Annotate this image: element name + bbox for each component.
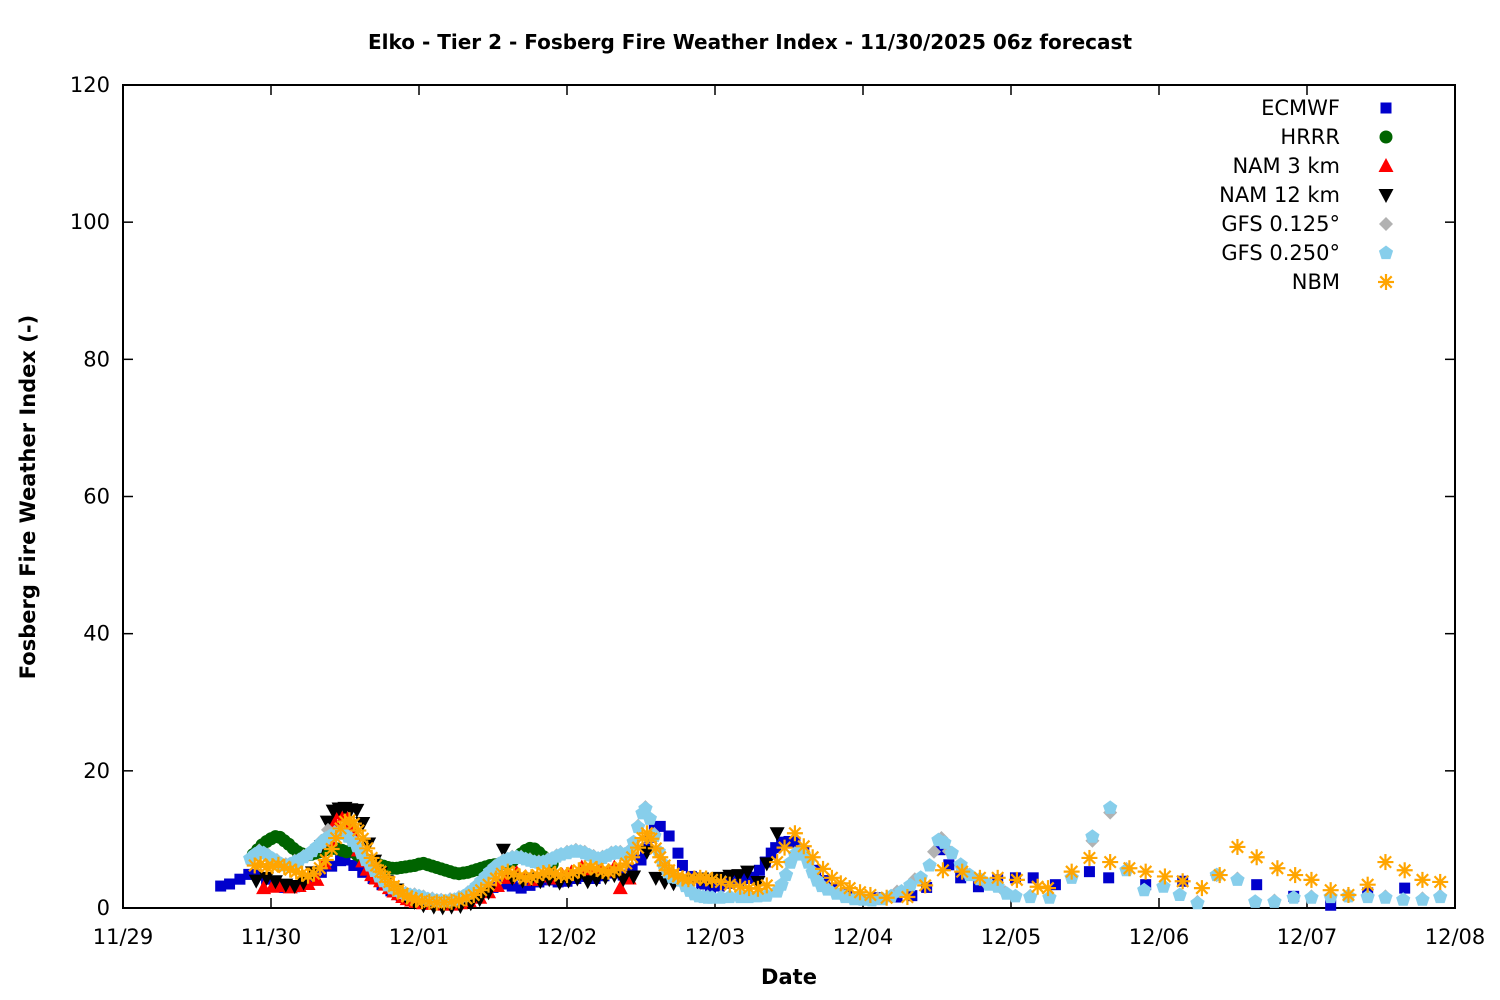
legend-marker-nam-3-km-icon: [1378, 158, 1394, 172]
legend-label-nam-3-km: NAM 3 km: [1232, 154, 1340, 178]
legend-marker-gfs-0-125-icon: [1379, 217, 1393, 231]
legend-marker-hrrr-icon: [1379, 130, 1393, 144]
y-tick-label: 120: [70, 73, 110, 97]
legend-label-gfs-0-250: GFS 0.250°: [1221, 241, 1340, 265]
y-tick-label: 100: [70, 210, 110, 234]
legend-item-nbm: NBM: [1292, 270, 1394, 294]
legend-item-gfs-0-125: GFS 0.125°: [1221, 212, 1393, 236]
legend-label-nbm: NBM: [1292, 270, 1340, 294]
legend-item-gfs-0-250: GFS 0.250°: [1221, 241, 1394, 265]
legend-item-nam-3-km: NAM 3 km: [1232, 154, 1394, 178]
y-tick-label: 20: [83, 759, 110, 783]
x-tick-label: 12/06: [1129, 925, 1190, 949]
x-tick-label: 12/05: [981, 925, 1042, 949]
plot-border: [122, 84, 1456, 909]
y-tick-label: 0: [97, 896, 110, 920]
x-tick-label: 12/02: [537, 925, 598, 949]
legend-item-hrrr: HRRR: [1280, 125, 1393, 149]
x-tick-label: 11/29: [93, 925, 154, 949]
chart-title: Elko - Tier 2 - Fosberg Fire Weather Ind…: [367, 30, 1132, 54]
legend-label-gfs-0-125: GFS 0.125°: [1221, 212, 1340, 236]
legend-item-nam-12-km: NAM 12 km: [1219, 183, 1394, 207]
legend-item-ecmwf: ECMWF: [1261, 96, 1392, 120]
legend-marker-gfs-0-250-icon: [1378, 245, 1394, 260]
x-tick-label: 12/07: [1277, 925, 1338, 949]
legend-label-nam-12-km: NAM 12 km: [1219, 183, 1340, 207]
y-tick-label: 80: [83, 347, 110, 371]
x-axis-title: Date: [761, 965, 817, 989]
x-tick-label: 12/01: [389, 925, 450, 949]
x-tick-label: 12/03: [685, 925, 746, 949]
x-tick-label: 11/30: [241, 925, 302, 949]
legend-marker-nbm-icon: [1378, 274, 1394, 290]
legend-label-hrrr: HRRR: [1280, 125, 1340, 149]
legend-marker-ecmwf-icon: [1380, 102, 1392, 114]
x-tick-label: 12/04: [833, 925, 894, 949]
legend-marker-nam-12-km-icon: [1378, 189, 1394, 203]
series-nbm: [246, 812, 1449, 911]
x-tick-label: 12/08: [1425, 925, 1486, 949]
y-tick-label: 40: [83, 622, 110, 646]
legend-label-ecmwf: ECMWF: [1261, 96, 1340, 120]
y-tick-label: 60: [83, 485, 110, 509]
